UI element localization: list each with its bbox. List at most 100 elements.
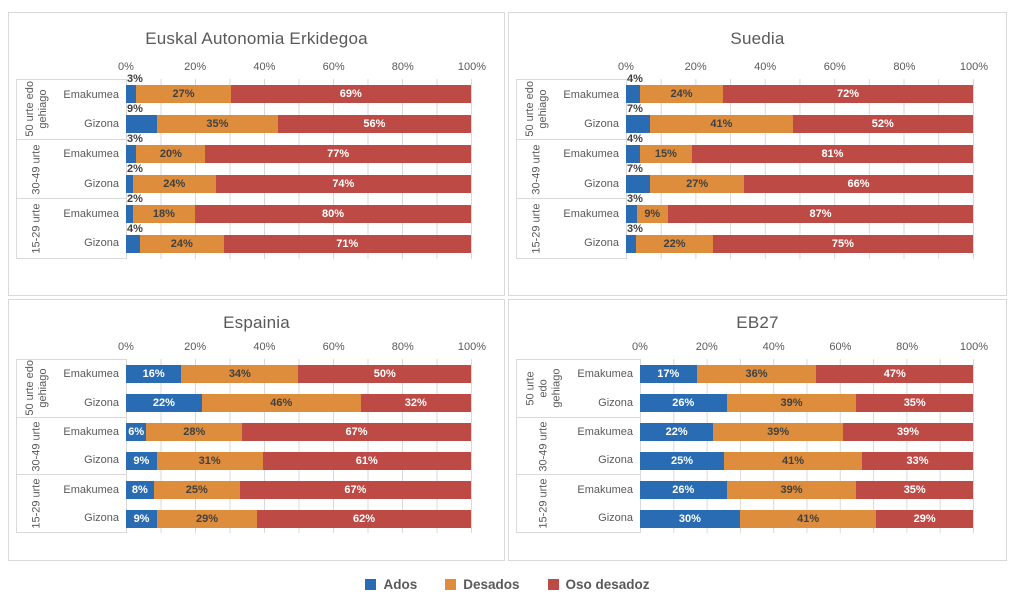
bar-segment-ados: 22% bbox=[640, 422, 714, 441]
stacked-bar: 30% 41% 29% bbox=[640, 509, 973, 528]
plot-area: 27% 69% 3% 35% 56% 9% 20% 77% 3% 24% 74% 2% 18% 80% 2%… bbox=[126, 73, 472, 259]
bar-segment-ados: 25% bbox=[640, 451, 725, 470]
category-labels: Emakumea Gizona bbox=[571, 418, 640, 475]
category-labels: Emakumea Gizona bbox=[557, 80, 626, 139]
axis-tick-label: 40% bbox=[253, 61, 276, 73]
bar-segment-oso-desadoz: 32% bbox=[360, 393, 471, 412]
bar-segment-desados: 18% bbox=[132, 205, 195, 223]
outside-value-label: 9% bbox=[127, 103, 143, 115]
bar-segment-oso-desadoz: 75% bbox=[712, 235, 973, 253]
legend-item: Oso desadoz bbox=[547, 577, 650, 592]
category-label: Gizona bbox=[84, 177, 119, 190]
outside-value-label: 3% bbox=[127, 73, 143, 85]
category-label: Gizona bbox=[84, 118, 119, 131]
chart-title: EB27 bbox=[736, 313, 779, 332]
stacked-bar: 27% 69% bbox=[126, 85, 471, 103]
category-label: Emakumea bbox=[577, 368, 633, 381]
category-label: Emakumea bbox=[63, 368, 119, 381]
bar-segment-ados bbox=[626, 235, 637, 253]
bar-segment-desados: 34% bbox=[181, 364, 299, 383]
bar-segment-desados: 36% bbox=[696, 364, 817, 383]
category-label: Emakumea bbox=[63, 425, 119, 438]
bar-segment-desados: 24% bbox=[139, 235, 224, 253]
outside-value-label: 3% bbox=[627, 193, 643, 205]
bar-segment-desados: 20% bbox=[136, 145, 206, 163]
bar-row: 30% 41% 29% bbox=[640, 504, 973, 533]
category-group: 30-49 urte Emakumea Gizona bbox=[17, 416, 126, 475]
bar-segment-oso-desadoz: 80% bbox=[194, 205, 471, 223]
category-label: Emakumea bbox=[563, 208, 619, 221]
chart-panel-3: Espainia 50 urte edo gehiago Emakumea Gizon… bbox=[8, 299, 505, 561]
bar-segment-ados: 22% bbox=[126, 393, 202, 412]
bar-segment-desados: 24% bbox=[132, 175, 216, 193]
bar-segment-ados: 17% bbox=[640, 364, 697, 383]
category-label: Emakumea bbox=[63, 208, 119, 221]
category-labels: Emakumea Gizona bbox=[571, 360, 640, 417]
axis-tick-label: 20% bbox=[184, 61, 207, 73]
chart-title: Suedia bbox=[730, 29, 785, 48]
bar-row: 9% 29% 62% bbox=[126, 504, 471, 533]
bar-row: 35% 56% 9% bbox=[126, 103, 471, 139]
plot-area: 24% 72% 4% 41% 52% 7% 15% 81% 4% 27% 66% 7% 9% 87% 3% 2… bbox=[626, 73, 974, 259]
category-label: Gizona bbox=[84, 396, 119, 409]
group-label: 30-49 urte bbox=[30, 143, 43, 195]
category-label: Gizona bbox=[584, 118, 619, 131]
bar-row: 24% 71% 4% bbox=[126, 223, 471, 259]
stacked-bar: 22% 75% bbox=[626, 235, 973, 253]
category-label: Emakumea bbox=[563, 148, 619, 161]
category-label: Emakumea bbox=[63, 483, 119, 496]
stacked-bar: 22% 39% 39% bbox=[640, 422, 973, 441]
bar-segment-desados: 29% bbox=[157, 509, 258, 528]
bar-segment-ados bbox=[626, 145, 640, 163]
axis-tick-label: 80% bbox=[893, 61, 916, 73]
category-group: 50 urte edo gehiago Emakumea Gizona bbox=[17, 79, 126, 139]
category-labels: Emakumea Gizona bbox=[57, 418, 126, 475]
bar-row: 27% 66% 7% bbox=[626, 163, 973, 199]
plot-area: 17% 36% 47% 26% 39% 35% 22% 39% 39% 25% 41% 33% 26% 3… bbox=[640, 359, 974, 533]
bar-row: 8% 25% 67% bbox=[126, 475, 471, 504]
stacked-bar: 24% 72% bbox=[626, 85, 973, 103]
category-labels: Emakumea Gizona bbox=[57, 140, 126, 199]
bar-segment-desados: 9% bbox=[636, 205, 669, 223]
category-label: Emakumea bbox=[63, 148, 119, 161]
group-label: 15-29 urte bbox=[537, 478, 550, 529]
category-labels: Emakumea Gizona bbox=[557, 140, 626, 199]
value-axis: 0% 20% 40% 60% 80% 100% bbox=[632, 341, 988, 359]
category-label: Emakumea bbox=[577, 483, 633, 496]
chart-panel-1: Euskal Autonomia Erkidegoa 50 urte edo ge… bbox=[8, 12, 505, 296]
legend-label: Oso desadoz bbox=[565, 577, 650, 592]
bar-row: 22% 46% 32% bbox=[126, 388, 471, 417]
chart-body: 50 urte edo gehiago Emakumea Gizona 30-49 u… bbox=[9, 61, 504, 260]
bar-segment-desados: 41% bbox=[724, 451, 862, 470]
bar-segment-ados bbox=[626, 85, 640, 103]
bar-row: 22% 75% 3% bbox=[626, 223, 973, 259]
bar-segment-oso-desadoz: 71% bbox=[223, 235, 471, 253]
category-labels: Emakumea Gizona bbox=[571, 475, 640, 532]
category-group: 30-49 urte Emakumea Gizona bbox=[517, 416, 640, 475]
bar-segment-ados: 30% bbox=[640, 509, 740, 528]
axis-tick-label: 0% bbox=[118, 61, 134, 73]
stacked-bar: 35% 56% bbox=[126, 115, 471, 133]
category-label: Gizona bbox=[84, 454, 119, 467]
bar-segment-ados bbox=[126, 115, 158, 133]
bar-segment-oso-desadoz: 72% bbox=[723, 85, 973, 103]
plot-area: 16% 34% 50% 22% 46% 32% 6% 28% 67% 9% 31% 61% 8% 25% 6… bbox=[126, 359, 472, 533]
bar-segment-desados: 27% bbox=[650, 175, 744, 193]
bar-segment-oso-desadoz: 56% bbox=[277, 115, 471, 133]
axis-tick-label: 100% bbox=[959, 341, 989, 353]
category-label: Gizona bbox=[584, 237, 619, 250]
value-axis: 0% 20% 40% 60% 80% 100% bbox=[118, 61, 486, 79]
stacked-bar: 20% 77% bbox=[126, 145, 471, 163]
axis-tick-label: 0% bbox=[618, 61, 634, 73]
legend-swatch-desados bbox=[445, 579, 457, 590]
bar-segment-oso-desadoz: 50% bbox=[298, 364, 471, 383]
axis-tick-label: 100% bbox=[959, 61, 989, 73]
category-label: Gizona bbox=[84, 511, 119, 524]
bar-row: 27% 69% 3% bbox=[126, 73, 471, 109]
group-label: 15-29 urte bbox=[530, 203, 543, 254]
category-label: Gizona bbox=[84, 237, 119, 250]
bar-row: 20% 77% 3% bbox=[126, 133, 471, 169]
category-labels: Emakumea Gizona bbox=[57, 360, 126, 417]
category-group: 15-29 urte Emakumea Gizona bbox=[17, 474, 126, 534]
bar-segment-ados bbox=[126, 85, 137, 103]
